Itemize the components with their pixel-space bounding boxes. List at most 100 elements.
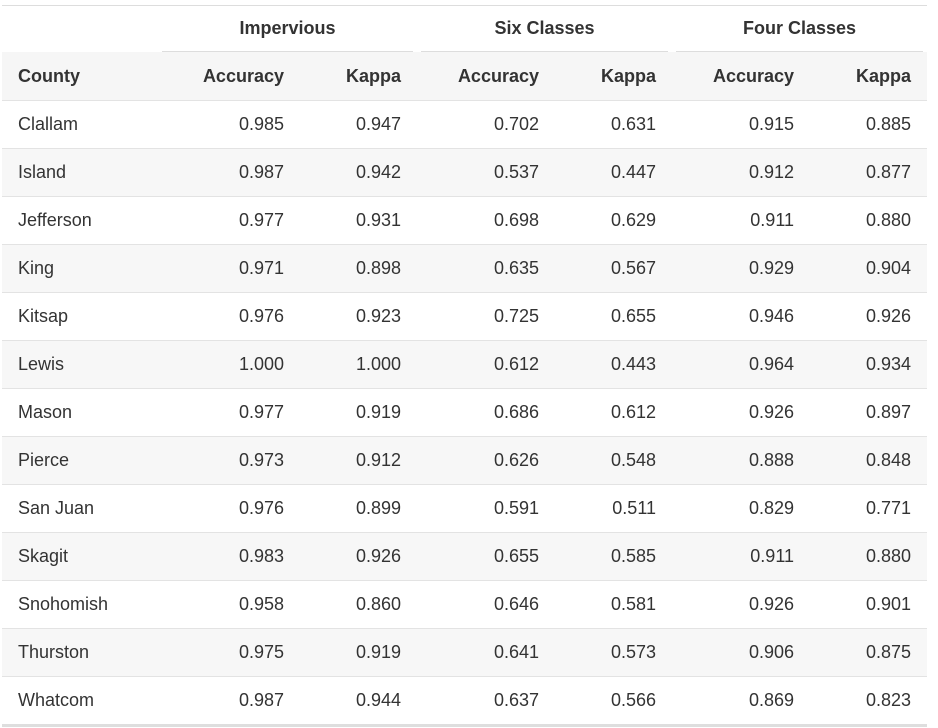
four-classes-kappa-cell: 0.934 (810, 340, 928, 389)
county-cell: Mason (2, 388, 162, 437)
impervious-accuracy-cell: 0.976 (162, 292, 300, 341)
six-classes-kappa-cell: 0.447 (555, 148, 673, 197)
six-classes-kappa-cell: 0.567 (555, 244, 673, 293)
four-classes-accuracy-cell: 0.912 (672, 148, 811, 197)
table-row: Skagit 0.983 0.926 0.655 0.585 0.911 0.880 (2, 532, 928, 581)
column-header-four-classes-accuracy[interactable]: Accuracy (672, 52, 811, 101)
four-classes-kappa-cell: 0.823 (810, 676, 928, 727)
impervious-accuracy-cell: 0.971 (162, 244, 300, 293)
group-header-spacer (2, 5, 162, 52)
six-classes-kappa-cell: 0.581 (555, 580, 673, 629)
four-classes-kappa-cell: 0.880 (810, 196, 928, 245)
six-classes-kappa-cell: 0.655 (555, 292, 673, 341)
impervious-kappa-cell: 0.898 (300, 244, 417, 293)
four-classes-kappa-cell: 0.926 (810, 292, 928, 341)
four-classes-accuracy-cell: 0.869 (672, 676, 811, 727)
county-cell: Kitsap (2, 292, 162, 341)
county-cell: Island (2, 148, 162, 197)
six-classes-accuracy-cell: 0.612 (417, 340, 555, 389)
six-classes-accuracy-cell: 0.637 (417, 676, 555, 727)
six-classes-accuracy-cell: 0.646 (417, 580, 555, 629)
impervious-kappa-cell: 0.942 (300, 148, 417, 197)
impervious-kappa-cell: 0.919 (300, 388, 417, 437)
impervious-kappa-cell: 0.923 (300, 292, 417, 341)
table-row: Clallam 0.985 0.947 0.702 0.631 0.915 0.885 (2, 100, 928, 149)
four-classes-accuracy-cell: 0.911 (672, 196, 811, 245)
group-header-six-classes: Six Classes (417, 5, 673, 52)
impervious-kappa-cell: 0.947 (300, 100, 417, 149)
column-header-county[interactable]: County (2, 52, 162, 101)
four-classes-accuracy-cell: 0.906 (672, 628, 811, 677)
table-row: Whatcom 0.987 0.944 0.637 0.566 0.869 0.823 (2, 676, 928, 727)
column-header-six-classes-accuracy[interactable]: Accuracy (417, 52, 555, 101)
six-classes-kappa-cell: 0.566 (555, 676, 673, 727)
group-header-row: Impervious Six Classes Four Classes (2, 5, 928, 52)
table-header: Impervious Six Classes Four Classes Coun… (2, 5, 928, 101)
four-classes-kappa-cell: 0.848 (810, 436, 928, 485)
six-classes-kappa-cell: 0.548 (555, 436, 673, 485)
impervious-accuracy-cell: 0.985 (162, 100, 300, 149)
impervious-kappa-cell: 0.919 (300, 628, 417, 677)
four-classes-accuracy-cell: 0.915 (672, 100, 811, 149)
four-classes-accuracy-cell: 0.911 (672, 532, 811, 581)
six-classes-kappa-cell: 0.612 (555, 388, 673, 437)
impervious-accuracy-cell: 0.983 (162, 532, 300, 581)
impervious-accuracy-cell: 0.973 (162, 436, 300, 485)
six-classes-accuracy-cell: 0.537 (417, 148, 555, 197)
six-classes-kappa-cell: 0.631 (555, 100, 673, 149)
six-classes-accuracy-cell: 0.591 (417, 484, 555, 533)
six-classes-accuracy-cell: 0.626 (417, 436, 555, 485)
impervious-accuracy-cell: 0.977 (162, 196, 300, 245)
four-classes-accuracy-cell: 0.829 (672, 484, 811, 533)
six-classes-accuracy-cell: 0.641 (417, 628, 555, 677)
four-classes-kappa-cell: 0.885 (810, 100, 928, 149)
group-label-six-classes: Six Classes (421, 6, 669, 52)
impervious-kappa-cell: 1.000 (300, 340, 417, 389)
county-cell: Lewis (2, 340, 162, 389)
four-classes-kappa-cell: 0.897 (810, 388, 928, 437)
table-body: Clallam 0.985 0.947 0.702 0.631 0.915 0.885 Isl… (2, 100, 928, 727)
six-classes-accuracy-cell: 0.655 (417, 532, 555, 581)
table-row: Mason 0.977 0.919 0.686 0.612 0.926 0.897 (2, 388, 928, 437)
impervious-kappa-cell: 0.899 (300, 484, 417, 533)
impervious-accuracy-cell: 0.977 (162, 388, 300, 437)
impervious-accuracy-cell: 0.976 (162, 484, 300, 533)
column-header-row: County Accuracy Kappa Accuracy Kappa Acc… (2, 52, 928, 101)
column-header-impervious-kappa[interactable]: Kappa (300, 52, 417, 101)
four-classes-kappa-cell: 0.880 (810, 532, 928, 581)
four-classes-accuracy-cell: 0.964 (672, 340, 811, 389)
county-cell: Clallam (2, 100, 162, 149)
six-classes-kappa-cell: 0.585 (555, 532, 673, 581)
table-row: Island 0.987 0.942 0.537 0.447 0.912 0.877 (2, 148, 928, 197)
impervious-accuracy-cell: 0.975 (162, 628, 300, 677)
county-cell: Jefferson (2, 196, 162, 245)
group-header-impervious: Impervious (162, 5, 417, 52)
county-cell: King (2, 244, 162, 293)
four-classes-accuracy-cell: 0.926 (672, 388, 811, 437)
column-header-impervious-accuracy[interactable]: Accuracy (162, 52, 300, 101)
impervious-kappa-cell: 0.912 (300, 436, 417, 485)
four-classes-kappa-cell: 0.875 (810, 628, 928, 677)
column-header-six-classes-kappa[interactable]: Kappa (555, 52, 673, 101)
county-cell: San Juan (2, 484, 162, 533)
table-row: San Juan 0.976 0.899 0.591 0.511 0.829 0.771 (2, 484, 928, 533)
accuracy-table: Impervious Six Classes Four Classes Coun… (2, 5, 928, 727)
table-row: Thurston 0.975 0.919 0.641 0.573 0.906 0.875 (2, 628, 928, 677)
impervious-kappa-cell: 0.926 (300, 532, 417, 581)
impervious-kappa-cell: 0.931 (300, 196, 417, 245)
impervious-accuracy-cell: 0.958 (162, 580, 300, 629)
county-cell: Whatcom (2, 676, 162, 727)
table-row: Snohomish 0.958 0.860 0.646 0.581 0.926 0.901 (2, 580, 928, 629)
impervious-kappa-cell: 0.944 (300, 676, 417, 727)
county-cell: Snohomish (2, 580, 162, 629)
six-classes-accuracy-cell: 0.635 (417, 244, 555, 293)
four-classes-accuracy-cell: 0.946 (672, 292, 811, 341)
group-header-four-classes: Four Classes (672, 5, 928, 52)
four-classes-accuracy-cell: 0.888 (672, 436, 811, 485)
six-classes-kappa-cell: 0.511 (555, 484, 673, 533)
impervious-accuracy-cell: 1.000 (162, 340, 300, 389)
column-header-four-classes-kappa[interactable]: Kappa (810, 52, 928, 101)
county-cell: Thurston (2, 628, 162, 677)
group-label-four-classes: Four Classes (676, 6, 924, 52)
impervious-accuracy-cell: 0.987 (162, 676, 300, 727)
